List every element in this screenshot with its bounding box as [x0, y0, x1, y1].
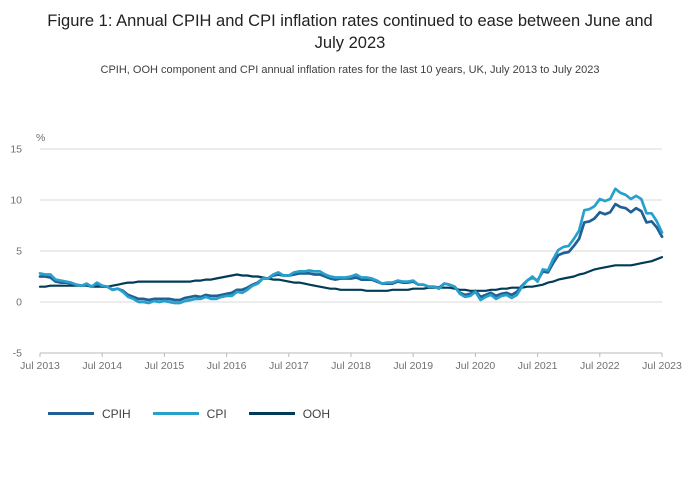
x-tick-label: Jul 2014: [82, 360, 122, 372]
figure-header: Figure 1: Annual CPIH and CPI inflation …: [0, 0, 700, 76]
line-chart: -5 0 5 10 15% Jul 2013 Jul 2014 Jul 2015 Jul 201…: [10, 132, 682, 372]
y-tick-label: 0: [16, 296, 22, 308]
chart-subtitle: CPIH, OOH component and CPI annual infla…: [100, 63, 600, 76]
series-line-ooh: [38, 255, 664, 292]
legend-swatch-ooh: [248, 412, 295, 416]
x-tick-label: Jul 2019: [393, 360, 433, 372]
legend-label-cpih: CPIH: [102, 406, 131, 421]
legend-label-cpi: CPI: [206, 406, 227, 421]
x-tick-label: Jul 2018: [331, 360, 371, 372]
legend-label-ooh: OOH: [302, 406, 331, 421]
x-tick-label: Jul 2022: [580, 360, 620, 372]
legend-item-ooh: OOH: [248, 406, 331, 421]
legend-item-cpih: CPIH: [48, 407, 131, 421]
y-tick-label: -5: [13, 347, 22, 359]
chart-area: -5 0 5 10 15% Jul 2013 Jul 2014 Jul 2015 Jul 201…: [0, 116, 700, 391]
legend-item-cpi: CPI: [152, 406, 227, 421]
x-tick-label: Jul 2020: [456, 360, 496, 372]
chart-legend: CPIH CPI OOH: [48, 407, 700, 421]
y-tick-label: 5: [16, 245, 22, 257]
x-tick-label: Jul 2015: [145, 360, 185, 372]
legend-swatch-cpih: [48, 412, 94, 416]
y-tick-label: 10: [10, 194, 22, 206]
legend-swatch-cpi: [152, 412, 199, 416]
y-axis-unit-label: %: [36, 132, 45, 144]
series-line-cpih: [38, 202, 664, 301]
x-tick-label: Jul 2021: [518, 360, 558, 372]
chart-title: Figure 1: Annual CPIH and CPI inflation …: [47, 12, 653, 53]
x-tick-label: Jul 2023: [642, 360, 682, 372]
x-tick-label: Jul 2013: [20, 360, 60, 372]
x-tick-label: Jul 2017: [269, 360, 309, 372]
y-tick-label: 15: [10, 143, 22, 155]
series-line-cpi: [38, 186, 664, 304]
x-tick-label: Jul 2016: [207, 360, 247, 372]
